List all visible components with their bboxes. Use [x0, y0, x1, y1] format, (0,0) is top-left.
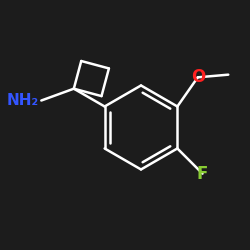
Text: O: O — [191, 68, 205, 86]
Text: F: F — [197, 164, 208, 182]
Text: NH₂: NH₂ — [7, 93, 39, 108]
